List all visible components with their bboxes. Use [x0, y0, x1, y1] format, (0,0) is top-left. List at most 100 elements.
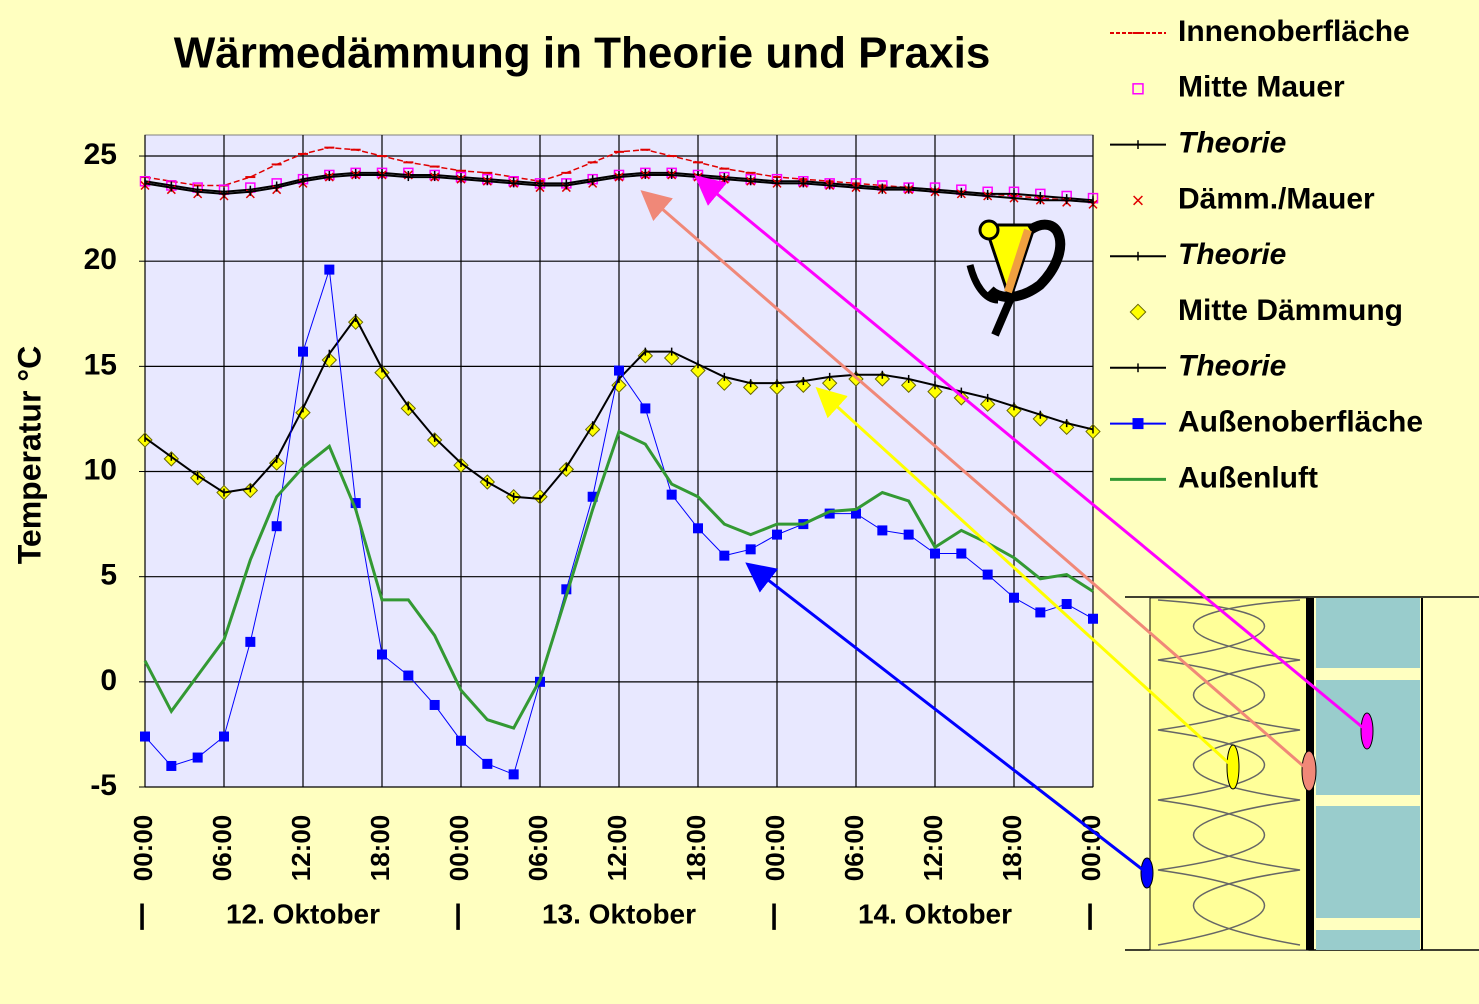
point [271, 521, 282, 532]
x-tick-label: 00:00 [128, 815, 158, 882]
point [584, 421, 601, 438]
point [614, 365, 624, 376]
point [347, 314, 364, 330]
legend-label: Außenluft [1178, 461, 1318, 494]
x-tick-label: 06:00 [523, 815, 553, 882]
legend-marker [1129, 303, 1147, 321]
point [824, 508, 835, 519]
point [403, 670, 414, 681]
point [298, 346, 308, 357]
point [693, 523, 703, 534]
point [140, 731, 150, 742]
point [666, 489, 677, 500]
y-tick-label: 0 [100, 664, 117, 697]
wall-diagram [1125, 596, 1479, 951]
x-tick-label: 18:00 [365, 815, 395, 882]
point [321, 352, 338, 368]
point [1088, 613, 1098, 624]
x-tick-label: 12:00 [286, 815, 316, 882]
point [851, 508, 861, 519]
x-tick-label: 12:00 [602, 815, 632, 882]
y-tick-label: 5 [100, 559, 117, 592]
point [953, 390, 970, 406]
point [245, 636, 256, 647]
point [456, 735, 466, 746]
series-layer [137, 146, 1101, 780]
legend-label: Außenoberfläche [1178, 406, 1423, 439]
series-line [143, 429, 1094, 730]
point [745, 544, 756, 555]
day-separator: | [770, 898, 778, 929]
x-tick-label: 06:00 [207, 815, 237, 882]
legend-label: Dämm./Mauer [1178, 182, 1375, 215]
legend-label: Mitte Dämmung [1178, 294, 1403, 327]
legend-label: Mitte Mauer [1178, 71, 1345, 104]
day-separator: | [138, 898, 146, 929]
point [982, 569, 993, 580]
legend-marker [1133, 195, 1143, 206]
legend-marker [1132, 418, 1144, 430]
chart-title: Wärmedämmung in Theorie und Praxis [174, 29, 991, 78]
logo [966, 219, 1066, 337]
point [295, 404, 311, 421]
point [587, 491, 598, 502]
day-separator: | [1086, 898, 1094, 929]
point [769, 379, 785, 396]
point [374, 364, 390, 381]
arrows [640, 175, 1368, 875]
point [979, 396, 996, 412]
point [1061, 599, 1072, 610]
point [640, 403, 651, 414]
point [166, 760, 177, 771]
point [690, 362, 706, 379]
day-label: 14. Oktober [858, 898, 1012, 929]
point [508, 769, 519, 780]
point [956, 548, 967, 559]
point [903, 529, 914, 540]
x-tick-label: 18:00 [681, 815, 711, 882]
point [927, 383, 943, 400]
legend-label: Innenoberfläche [1178, 15, 1410, 48]
point [268, 455, 285, 471]
point [930, 548, 940, 559]
x-tick-label: 12:00 [918, 815, 948, 882]
point [377, 649, 387, 660]
day-separator: | [454, 898, 462, 929]
point [900, 377, 917, 393]
legend-marker [1132, 83, 1144, 95]
point [742, 379, 759, 396]
point [350, 498, 361, 509]
legend-label: Theorie [1178, 350, 1286, 383]
y-tick-label: 20 [84, 243, 117, 276]
point [1009, 592, 1019, 603]
x-tick-label: 00:00 [760, 815, 790, 882]
y-tick-label: 10 [84, 453, 117, 486]
x-tick-label: 18:00 [997, 815, 1027, 882]
day-label: 12. Oktober [226, 898, 380, 929]
y-tick-label: -5 [90, 769, 117, 802]
legend-label: Theorie [1178, 238, 1286, 271]
y-tick-label: 15 [84, 348, 117, 381]
legend: Innenoberfläche Mitte Mauer Theorie Dämm./M… [1110, 15, 1423, 494]
point [719, 550, 730, 561]
point [482, 758, 493, 769]
x-tick-label: 00:00 [444, 815, 474, 882]
x-tick-label: 06:00 [839, 815, 869, 882]
point [561, 584, 572, 595]
grid: -5 0 5 10 15 20 25 00:00 06:00 12:00 18:00 00:00 06:… [84, 135, 1106, 929]
point [772, 529, 782, 540]
y-tick-label: 25 [84, 138, 117, 171]
day-label: 13. Oktober [542, 898, 696, 929]
point [192, 752, 203, 763]
point [429, 699, 440, 710]
y-axis-title: Temperatur °C [11, 346, 47, 564]
point [1035, 607, 1046, 618]
point [795, 377, 812, 393]
point [663, 350, 680, 366]
point [716, 375, 733, 391]
point [219, 731, 229, 742]
x-tick-label: 00:00 [1076, 815, 1106, 882]
point [611, 377, 627, 393]
